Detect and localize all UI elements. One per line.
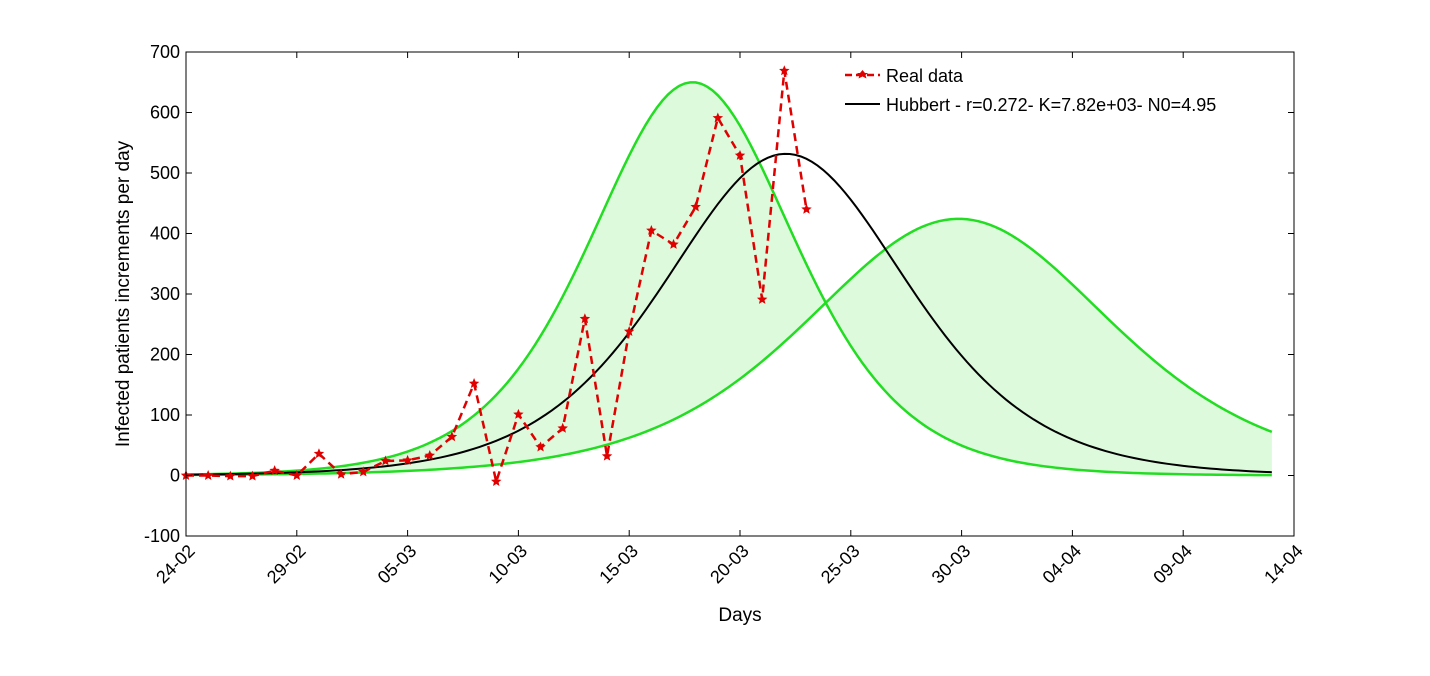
- x-axis-title: Days: [718, 605, 761, 626]
- y-axis-title: Infected patients increments per day: [113, 140, 134, 447]
- data-point-18: [579, 313, 591, 324]
- legend-hubbert-label: Hubbert - r=0.272- K=7.82e+03- N0=4.95: [886, 95, 1216, 115]
- y-tick-label: 400: [150, 224, 180, 244]
- hubbert-curve: [185, 152, 1272, 476]
- lower-bound-curve: [185, 217, 1273, 477]
- y-tick-label: -100: [144, 526, 180, 546]
- data-point-15: [513, 408, 524, 419]
- data-point-3: [247, 470, 258, 481]
- y-axis: -100 0 100 200 300 400 500 600 700: [144, 42, 1294, 546]
- data-point-23: [690, 201, 701, 212]
- data-point-19: [601, 450, 613, 461]
- data-point-8: [358, 466, 369, 477]
- data-point-28: [801, 203, 812, 214]
- y-tick-label: 600: [150, 103, 180, 123]
- legend-real-data-marker: [857, 70, 868, 79]
- data-point-9: [380, 455, 391, 466]
- y-tick-label: 300: [150, 284, 180, 304]
- data-point-27: [779, 65, 790, 76]
- data-point-7: [335, 468, 347, 479]
- real-data-series: [180, 65, 812, 487]
- legend-real-data-label: Real data: [886, 66, 964, 86]
- plot-area: [180, 51, 1295, 537]
- data-point-2: [225, 470, 236, 481]
- data-point-14: [491, 476, 502, 486]
- data-point-21: [646, 224, 657, 235]
- y-tick-label: 700: [150, 42, 180, 62]
- data-point-1: [202, 470, 214, 480]
- data-point-25: [734, 149, 746, 160]
- data-point-20: [623, 326, 635, 336]
- model-curves: [185, 81, 1273, 477]
- data-point-10: [402, 454, 413, 465]
- band-fill: [186, 82, 1272, 476]
- data-point-24: [712, 112, 724, 123]
- data-point-26: [756, 293, 768, 304]
- upper-bound-curve: [185, 81, 1272, 477]
- data-point-16: [535, 441, 546, 452]
- data-point-5: [291, 470, 303, 480]
- data-point-12: [446, 431, 458, 442]
- data-point-17: [557, 422, 568, 433]
- y-tick-label: 0: [170, 466, 180, 486]
- data-point-11: [424, 450, 435, 460]
- data-point-22: [668, 238, 679, 249]
- y-tick-label: 200: [150, 345, 180, 365]
- legend: Real data Hubbert - r=0.272- K=7.82e+03-…: [845, 66, 1216, 115]
- confidence-band: [186, 82, 1272, 476]
- data-point-13: [468, 378, 480, 388]
- y-tick-label: 100: [150, 405, 180, 425]
- y-tick-label: 500: [150, 163, 180, 183]
- data-point-6: [313, 448, 325, 459]
- real-data-line: [186, 70, 808, 487]
- data-point-4: [269, 465, 280, 476]
